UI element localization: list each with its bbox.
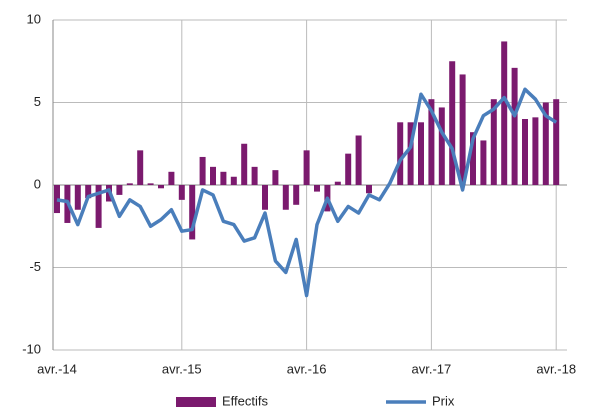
bar xyxy=(418,122,424,185)
bar xyxy=(189,185,196,240)
bar xyxy=(262,185,268,210)
bar xyxy=(137,150,144,185)
bar xyxy=(54,185,60,214)
bar xyxy=(345,153,352,185)
bar xyxy=(85,185,92,199)
y-tick-label: 0 xyxy=(34,176,41,191)
bar xyxy=(366,185,372,194)
bar xyxy=(95,185,102,228)
bar xyxy=(522,119,528,185)
bar xyxy=(116,185,123,195)
bar xyxy=(542,102,549,185)
bar xyxy=(282,185,289,210)
bar xyxy=(303,150,310,185)
x-tick-label: avr.-16 xyxy=(287,361,327,376)
bar xyxy=(251,166,258,185)
bar xyxy=(126,183,133,185)
bar xyxy=(293,185,300,205)
bar xyxy=(272,170,279,185)
bar xyxy=(397,122,404,185)
bar xyxy=(241,143,248,185)
bar xyxy=(158,185,164,189)
bar xyxy=(178,185,185,200)
legend-label: Effectifs xyxy=(222,393,269,408)
bar xyxy=(210,166,216,185)
line xyxy=(56,87,558,298)
bar xyxy=(230,176,237,185)
bar xyxy=(438,107,445,185)
bar xyxy=(459,74,466,185)
bar xyxy=(147,183,154,185)
x-tick-label: avr.-15 xyxy=(162,361,202,376)
y-tick-label: -10 xyxy=(22,341,41,356)
bar xyxy=(553,99,560,185)
bar xyxy=(501,41,508,186)
bar xyxy=(470,132,476,185)
bar xyxy=(449,61,456,185)
bar xyxy=(334,181,341,185)
y-tick-label: 10 xyxy=(27,11,41,26)
bar xyxy=(511,67,518,185)
bar xyxy=(407,122,414,185)
bar xyxy=(532,117,539,185)
x-tick-label: avr.-18 xyxy=(536,361,576,376)
bar xyxy=(199,156,206,185)
x-tick-label: avr.-14 xyxy=(37,361,77,376)
bar xyxy=(355,135,362,185)
y-tick-label: -5 xyxy=(29,259,41,274)
bar xyxy=(220,171,227,185)
bar xyxy=(490,99,497,185)
bar xyxy=(428,99,435,185)
bar xyxy=(480,140,487,185)
legend-label: Prix xyxy=(432,393,455,408)
bar xyxy=(168,171,175,185)
bar xyxy=(314,185,320,192)
legend-swatch xyxy=(176,397,216,407)
x-tick-label: avr.-17 xyxy=(412,361,452,376)
y-tick-label: 5 xyxy=(34,94,41,109)
bar xyxy=(74,185,81,210)
